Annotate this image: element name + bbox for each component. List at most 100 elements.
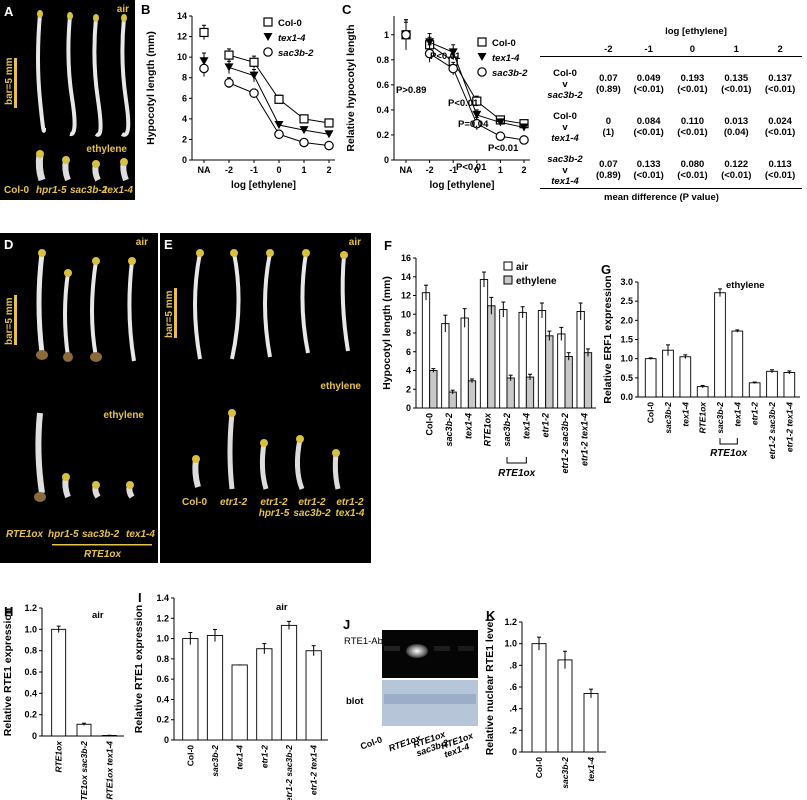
panel-a-ethylene-label: ethylene (86, 144, 127, 155)
y-tick-label: .8 (509, 660, 517, 670)
row-genotype-b: tex1-4 (551, 175, 579, 187)
y-tick-label: 0.4 (156, 694, 169, 704)
data-point-circle (299, 137, 309, 148)
y-tick-label: 0 (164, 735, 169, 745)
table-col-header: -2 (590, 43, 627, 57)
bar (506, 377, 515, 409)
data-point-square (224, 50, 234, 60)
data-point-triangle (519, 123, 529, 132)
panel-e-genotype-3: etr1-2 hpr1-5 (258, 497, 290, 519)
bar (448, 391, 457, 409)
y-tick-label: 0.2 (376, 130, 389, 140)
y-tick-label: 0 (512, 747, 517, 757)
y-tick-label: 14 (401, 272, 411, 282)
legend-label: air (516, 262, 528, 273)
panel-k-chart: 0 .2 .4 .6 .8 1.0 1.2 Relative nuclear RTE1 lev… (484, 617, 606, 789)
panel-d-scale-label: bar=5 mm (4, 297, 15, 345)
table-cell-value: 0.07 (599, 73, 618, 84)
table-cell-value: 0.193 (680, 73, 705, 84)
panel-a-genotype-1: Col-0 (4, 185, 29, 196)
panel-e-ethylene-label: ethylene (320, 381, 361, 392)
panel-c-chart: Relative hypocotyl length NA -2 -1 0 1 2 log [e… (345, 16, 530, 191)
legend-marker (477, 37, 487, 47)
data-point-triangle (495, 118, 505, 127)
x-category-label: tex1-4 (235, 745, 245, 770)
table-col-header: 0 (670, 43, 715, 57)
table-cell-p: (<0.01) (633, 127, 664, 138)
table-row: Col-0 v sac3b-2 0.07 (0.89) 0.049 (<0.01) 0.… (540, 67, 802, 102)
bar (429, 370, 438, 409)
panel-d-group-label: RTE1ox (84, 549, 122, 560)
table-cell-p: (0.89) (595, 84, 621, 95)
blot-lane-label: Col-0 (358, 734, 384, 752)
bar (441, 323, 450, 409)
condition-label: air (92, 610, 104, 621)
panel-d-genotype-4: tex1-4 (126, 529, 155, 540)
panel-k-label: K (486, 608, 496, 623)
table-cell-p: (0.89) (595, 170, 621, 181)
x-category-label: etr1-2 tex1-4 (579, 413, 589, 466)
y-tick-label: 0.8 (376, 55, 389, 65)
x-tick-label: -1 (449, 165, 457, 175)
x-tick-label: NA (198, 165, 211, 175)
bar (531, 643, 547, 753)
bar (766, 370, 778, 398)
bar (206, 635, 224, 741)
y-tick-label: .6 (509, 682, 517, 692)
y-tick-label: 6 (406, 347, 411, 357)
panel-e-scale-label: bar=5 mm (164, 290, 175, 338)
table-cell-value: 0.024 (768, 116, 792, 127)
table-cell-p: (0.04) (723, 127, 749, 138)
table-cell-p: (<0.01) (677, 170, 708, 181)
blot-loading-label: blot (346, 696, 364, 707)
legend-label: Col-0 (278, 18, 302, 29)
x-category-label: sac3b-2 (210, 745, 220, 777)
panel-e-genotype-1: Col-0 (182, 497, 207, 508)
y-tick-label: 1.2 (156, 613, 169, 623)
y-tick-label: 0.6 (156, 674, 169, 684)
bar (499, 309, 508, 409)
data-point-circle (224, 78, 234, 88)
y-axis-title: Relative ERF1 expression (602, 275, 614, 403)
panel-a-genotype-3: sac3b-2 (70, 185, 108, 196)
legend-marker (263, 47, 273, 57)
bar (557, 659, 573, 753)
y-tick-label: .4 (509, 704, 517, 714)
panel-e-genotype-4: etr1-2 sac3b-2 (293, 497, 331, 519)
y-tick-label: 0.8 (156, 654, 169, 664)
x-category-label: sac3b-2 (663, 402, 673, 434)
bar (731, 330, 744, 398)
x-category-label: Col-0 (425, 413, 435, 436)
legend-label: sac3b-2 (278, 48, 314, 59)
y-tick-label: 1 (384, 30, 389, 40)
row-versus: v (562, 164, 568, 176)
row-genotype-a: Col-0 (553, 67, 577, 79)
table-row: Col-0 v tex1-4 0 (1) 0.084 (<0.01) 0.110 (<0.… (540, 110, 802, 145)
data-point-square (199, 27, 209, 38)
panel-a-scale-label: bar=5 mm (4, 57, 15, 105)
bar (460, 317, 469, 409)
y-tick-label: 0 (32, 731, 37, 741)
bar (545, 335, 554, 409)
p-value-annotation: P<0.01 (488, 143, 519, 154)
row-genotype-a: Col-0 (553, 110, 577, 122)
panel-d-genotype-1: RTE1ox (6, 529, 44, 540)
data-point-square (274, 94, 284, 104)
bar (576, 310, 585, 409)
x-category-label: etr1-2 tex1-4 (309, 745, 319, 795)
legend-marker (263, 33, 273, 41)
data-point-square (299, 114, 309, 124)
table-cell-p: (<0.01) (677, 127, 708, 138)
y-tick-label: 4 (182, 114, 187, 124)
group-label: RTE1ox (498, 468, 535, 479)
y-tick-label: 0.4 (24, 688, 37, 698)
bar (748, 382, 761, 398)
x-category-label: Col-0 (534, 757, 544, 779)
table-cell-value: 0.113 (768, 159, 792, 170)
legend-label: sac3b-2 (492, 68, 528, 79)
table-cell-value: 0.080 (680, 159, 705, 170)
legend-label: tex1-4 (492, 53, 520, 64)
data-point-circle (274, 129, 284, 140)
bar (696, 386, 709, 398)
panel-f-label: F (384, 238, 392, 253)
